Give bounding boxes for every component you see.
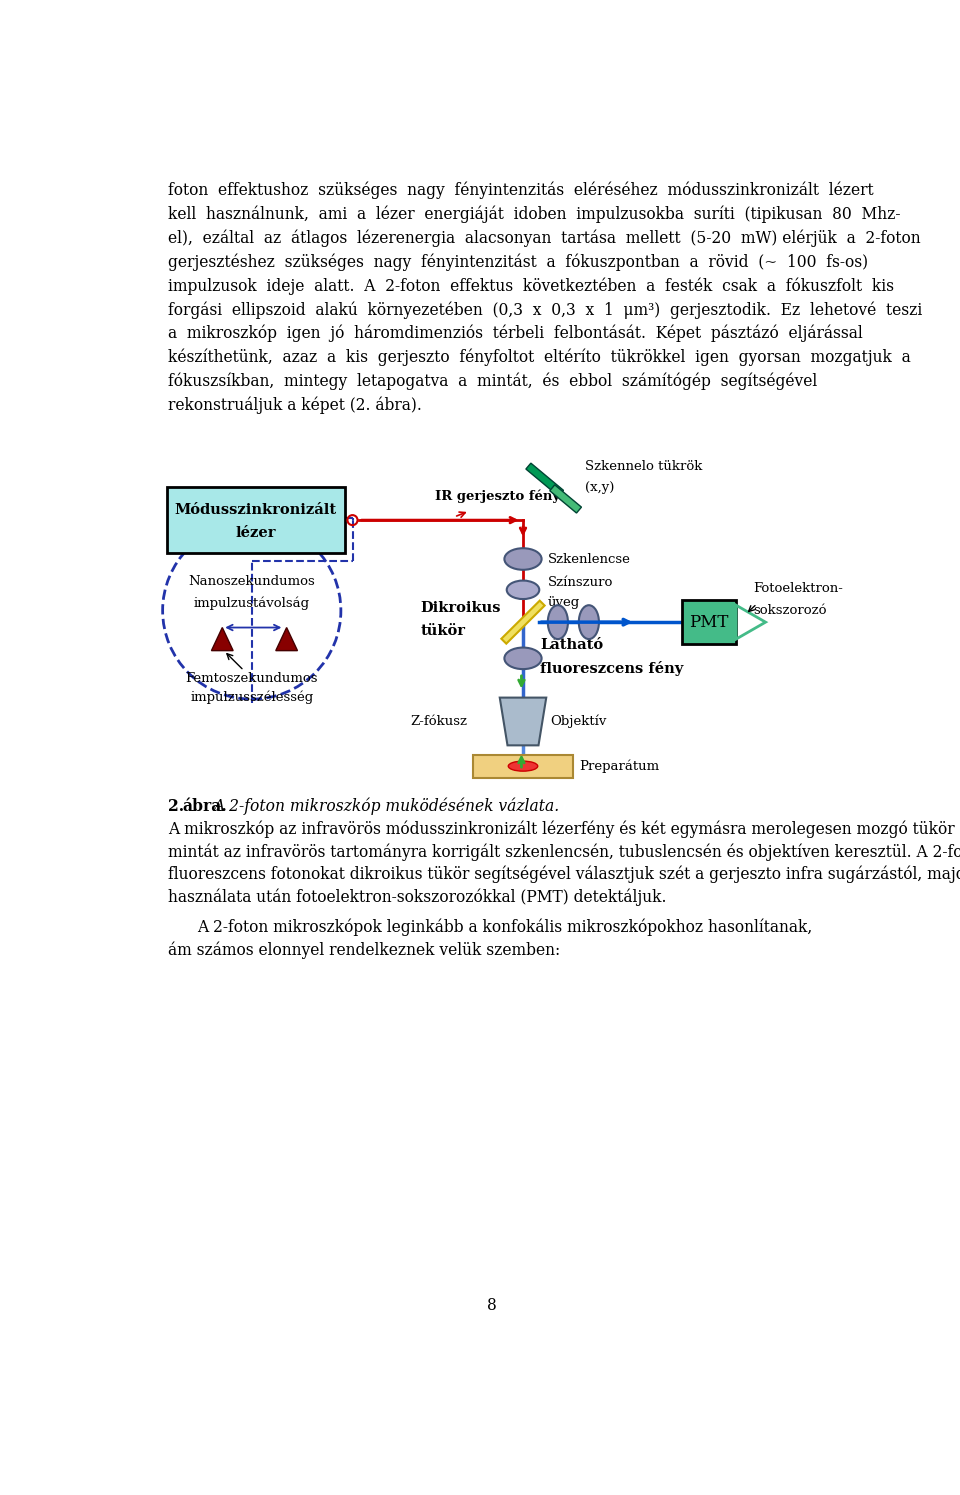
- Polygon shape: [276, 628, 298, 650]
- Bar: [526, 463, 564, 496]
- Text: készíthetünk,  azaz  a  kis  gerjeszto  fényfoltot  eltéríto  tükrökkel  igen  g: készíthetünk, azaz a kis gerjeszto fényf…: [168, 348, 911, 366]
- FancyBboxPatch shape: [472, 755, 573, 777]
- Text: Fotoelektron-: Fotoelektron-: [754, 582, 843, 595]
- Text: impulzusok  ideje  alatt.  A  2-foton  effektus  következtében  a  festék  csak : impulzusok ideje alatt. A 2-foton effekt…: [168, 277, 894, 295]
- Text: ám számos elonnyel rendelkeznek velük szemben:: ám számos elonnyel rendelkeznek velük sz…: [168, 942, 561, 960]
- Text: impulzustávolság: impulzustávolság: [194, 597, 310, 610]
- Text: A 2-foton mikroszkópok leginkább a konfokális mikroszkópokhoz hasonlítanak,: A 2-foton mikroszkópok leginkább a konfo…: [198, 919, 813, 936]
- Text: Szkenlencse: Szkenlencse: [548, 553, 631, 565]
- Text: sokszorozó: sokszorozó: [754, 604, 827, 616]
- Text: Femtoszekundumos: Femtoszekundumos: [185, 671, 318, 685]
- Ellipse shape: [579, 605, 599, 638]
- Polygon shape: [211, 628, 233, 650]
- Text: Nanoszekundumos: Nanoszekundumos: [188, 576, 315, 588]
- Text: lézer: lézer: [235, 526, 276, 540]
- Text: A mikroszkóp az infravörös módusszinkronizált lézerfény és két egymásra merolege: A mikroszkóp az infravörös módusszinkron…: [168, 821, 960, 837]
- Text: forgási  ellipszoid  alakú  környezetében  (0,3  x  0,3  x  1  μm³)  gerjesztodi: forgási ellipszoid alakú környezetében (…: [168, 300, 923, 318]
- Text: rekonstruáljuk a képet (2. ábra).: rekonstruáljuk a képet (2. ábra).: [168, 396, 422, 414]
- Text: (x,y): (x,y): [585, 481, 614, 495]
- Text: a  mikroszkóp  igen  jó  háromdimenziós  térbeli  felbontását.  Képet  pásztázó : a mikroszkóp igen jó háromdimenziós térb…: [168, 324, 863, 342]
- FancyBboxPatch shape: [166, 487, 345, 553]
- Text: használata után fotoelektron-sokszorozókkal (PMT) detektáljuk.: használata után fotoelektron-sokszorozók…: [168, 888, 666, 906]
- Text: ábra.: ábra.: [182, 798, 228, 815]
- Text: Preparátum: Preparátum: [579, 759, 659, 773]
- Ellipse shape: [508, 761, 538, 771]
- Text: tükör: tükör: [420, 625, 466, 638]
- FancyBboxPatch shape: [682, 599, 736, 644]
- Bar: [501, 601, 544, 644]
- Ellipse shape: [548, 605, 568, 638]
- Ellipse shape: [504, 549, 541, 570]
- Text: IR gerjeszto fény: IR gerjeszto fény: [435, 490, 560, 504]
- Text: A 2-foton mikroszkóp muködésének vázlata.: A 2-foton mikroszkóp muködésének vázlata…: [213, 798, 559, 815]
- Text: fluoreszcens fotonokat dikroikus tükör segítségével választjuk szét a gerjeszto : fluoreszcens fotonokat dikroikus tükör s…: [168, 866, 960, 884]
- Ellipse shape: [504, 647, 541, 670]
- Ellipse shape: [507, 580, 540, 599]
- Text: Dikroikus: Dikroikus: [420, 601, 501, 616]
- Text: 2.: 2.: [168, 798, 184, 815]
- Text: Színszuro: Színszuro: [548, 577, 613, 589]
- Text: kell  használnunk,  ami  a  lézer  energiáját  idoben  impulzusokba  suríti  (ti: kell használnunk, ami a lézer energiáját…: [168, 206, 900, 223]
- Text: Szkennelo tükrök: Szkennelo tükrök: [585, 460, 703, 474]
- Text: Módusszinkronizált: Módusszinkronizált: [175, 504, 337, 517]
- Text: üveg: üveg: [548, 595, 580, 608]
- Text: PMT: PMT: [689, 613, 729, 631]
- Text: mintát az infravörös tartományra korrigált szkenlencsén, tubuslencsén és objektí: mintát az infravörös tartományra korrigá…: [168, 843, 960, 861]
- Text: el),  ezáltal  az  átlagos  lézerenergia  alacsonyan  tartása  mellett  (5-20  m: el), ezáltal az átlagos lézerenergia ala…: [168, 229, 921, 247]
- Text: 8: 8: [487, 1296, 497, 1314]
- Bar: [550, 484, 582, 513]
- Text: gerjesztéshez  szükséges  nagy  fényintenzitást  a  fókuszpontban  a  rövid  (~ : gerjesztéshez szükséges nagy fényintenzi…: [168, 253, 868, 271]
- Text: Z-fókusz: Z-fókusz: [410, 715, 468, 728]
- Text: Látható: Látható: [540, 637, 603, 652]
- Polygon shape: [500, 698, 546, 746]
- Text: foton  effektushoz  szükséges  nagy  fényintenzitás  eléréséhez  módusszinkroniz: foton effektushoz szükséges nagy fényint…: [168, 182, 874, 199]
- Text: impulzusszélesség: impulzusszélesség: [190, 691, 313, 704]
- Text: fluoreszcens fény: fluoreszcens fény: [540, 661, 684, 676]
- Text: Objektív: Objektív: [550, 715, 607, 728]
- Text: fókuszsíkban,  mintegy  letapogatva  a  mintát,  és  ebbol  számítógép  segítség: fókuszsíkban, mintegy letapogatva a mint…: [168, 372, 817, 390]
